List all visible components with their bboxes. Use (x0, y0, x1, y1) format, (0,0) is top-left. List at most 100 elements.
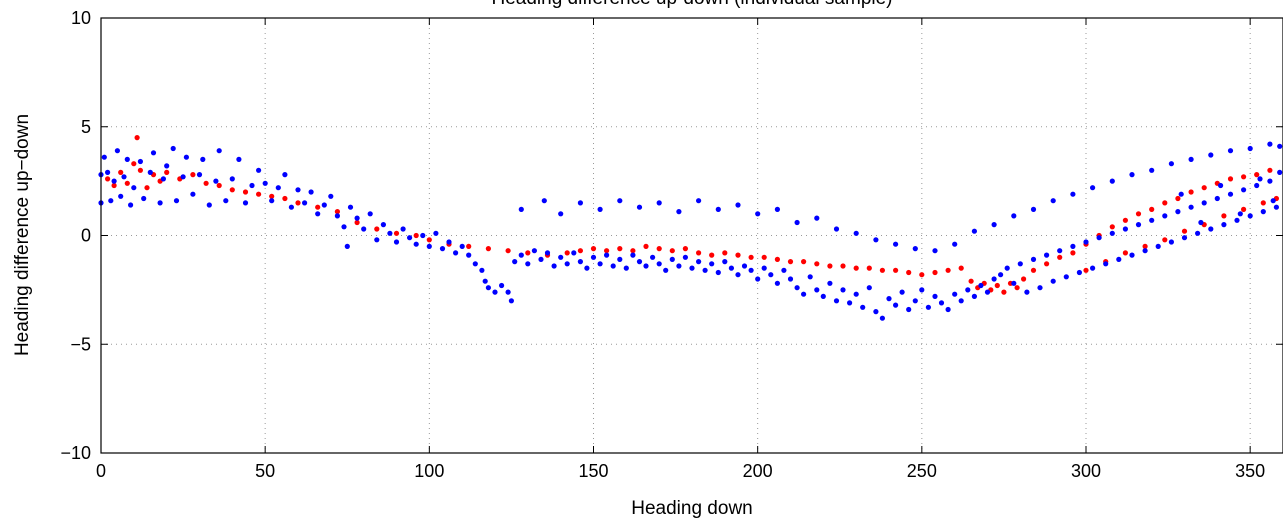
data-point (1270, 198, 1276, 204)
data-point (1267, 167, 1273, 173)
data-point (541, 198, 547, 204)
data-point (932, 248, 938, 254)
data-point (1122, 226, 1128, 232)
data-point (893, 267, 899, 273)
data-point (571, 250, 577, 256)
data-point (315, 204, 321, 210)
data-point (180, 174, 186, 180)
data-point (1083, 267, 1089, 273)
data-point (906, 306, 912, 313)
data-point (1221, 222, 1227, 228)
data-point (1175, 209, 1181, 215)
y-tick-labels: −10 −5 0 5 10 (60, 8, 91, 463)
data-point (413, 241, 419, 247)
data-point (137, 158, 143, 165)
data-point (899, 289, 905, 295)
data-point (1260, 209, 1266, 215)
data-point (840, 263, 846, 269)
data-point (1277, 143, 1283, 149)
data-point (945, 267, 951, 273)
data-point (387, 230, 393, 236)
data-point (183, 154, 189, 160)
data-point (761, 265, 767, 271)
data-point (1214, 195, 1220, 202)
data-point (912, 298, 918, 304)
data-point (938, 300, 945, 306)
data-point (1076, 269, 1082, 276)
data-point (1116, 256, 1122, 262)
data-point (774, 280, 781, 286)
data-point (1188, 204, 1194, 210)
data-point (1218, 182, 1224, 189)
data-point (157, 200, 163, 206)
data-point (249, 182, 255, 189)
data-point (584, 265, 590, 271)
data-point (577, 200, 584, 206)
data-point (1057, 248, 1063, 254)
data-point (932, 293, 938, 299)
chart-title: Heading difference up-down (individual s… (492, 0, 893, 9)
data-point (735, 202, 741, 208)
data-point (604, 248, 610, 254)
data-point (354, 215, 360, 221)
data-point (1017, 261, 1023, 267)
data-point (840, 287, 846, 293)
data-point (114, 148, 120, 154)
data-point (124, 156, 130, 162)
data-point (709, 252, 715, 258)
x-tick-label: 150 (578, 461, 608, 481)
data-point (696, 259, 702, 265)
data-point (1083, 239, 1089, 245)
data-point (1168, 161, 1174, 167)
data-point (341, 224, 347, 230)
data-point (295, 187, 301, 193)
data-point (101, 154, 107, 160)
data-point (994, 282, 1000, 289)
data-point (820, 293, 826, 299)
data-point (426, 237, 432, 243)
data-point (696, 250, 702, 256)
data-point (206, 202, 212, 208)
data-point (1162, 200, 1168, 206)
data-point (558, 211, 564, 217)
data-point (482, 278, 488, 284)
data-point (164, 163, 170, 169)
data-point (374, 226, 380, 232)
x-tick-label: 250 (907, 461, 937, 481)
data-point (485, 285, 491, 291)
data-point (630, 248, 636, 254)
data-point (577, 259, 584, 265)
data-point (623, 265, 629, 271)
data-point (814, 215, 820, 221)
data-point (223, 198, 229, 204)
data-point (236, 156, 242, 162)
data-point (505, 289, 511, 295)
data-point (1057, 254, 1063, 260)
data-point (617, 198, 623, 204)
data-point (1201, 200, 1207, 206)
data-point (1024, 289, 1030, 295)
data-point (1198, 219, 1204, 226)
data-point (1142, 248, 1148, 254)
y-tick-label: −10 (60, 443, 91, 463)
data-point (190, 172, 196, 178)
data-point (282, 195, 288, 202)
data-point (1103, 261, 1109, 267)
data-point (1135, 211, 1142, 217)
data-point (1208, 152, 1214, 158)
series-red (105, 135, 1279, 295)
data-point (164, 169, 170, 175)
data-point (735, 252, 741, 258)
data-point (121, 174, 127, 180)
data-point (1011, 213, 1017, 219)
data-point (518, 206, 524, 212)
data-point (400, 226, 406, 232)
data-point (374, 237, 380, 243)
data-point (768, 272, 774, 278)
data-point (722, 250, 728, 256)
data-point (919, 272, 925, 278)
data-point (446, 239, 452, 245)
data-point (1050, 278, 1056, 284)
data-point (216, 182, 222, 189)
data-point (952, 241, 958, 247)
